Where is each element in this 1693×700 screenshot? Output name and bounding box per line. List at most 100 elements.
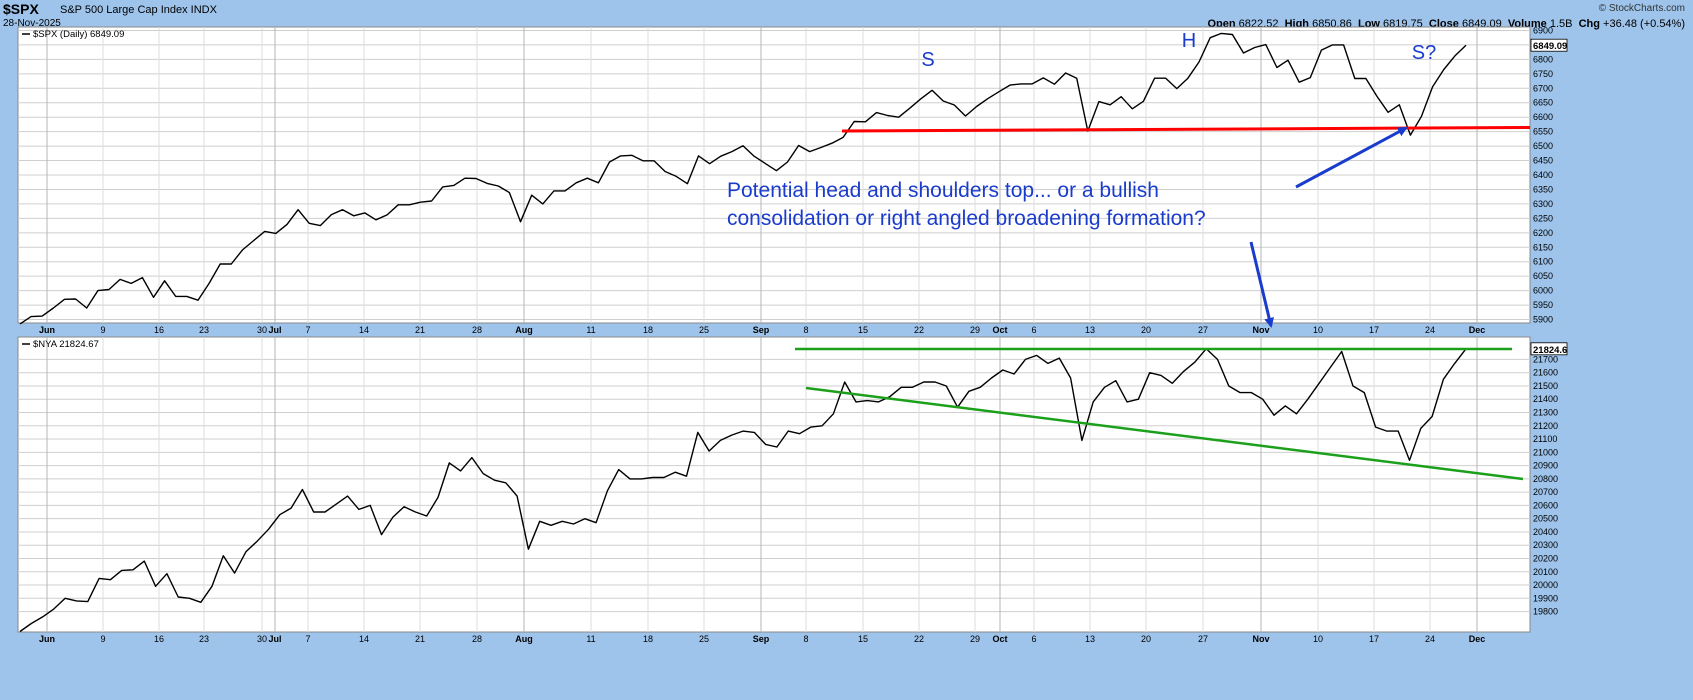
x-tick-label: 17 [1369,325,1379,335]
x-tick-label: 10 [1313,634,1323,644]
y-tick-label: 6000 [1533,286,1553,296]
x-tick-label: 30 [257,325,267,335]
left-shoulder-label: S [921,49,934,71]
y-tick-label: 6750 [1533,69,1553,79]
x-tick-label: 25 [699,634,709,644]
y-tick-label: 5900 [1533,315,1553,325]
y-tick-label: 21700 [1533,354,1558,364]
y-tick-label: 20600 [1533,500,1558,510]
chg-label: Chg [1578,18,1600,30]
x-tick-label: 15 [858,325,868,335]
y-tick-label: 21500 [1533,381,1558,391]
x-tick-label: Sep [753,634,770,644]
last-value-box [1530,342,1568,356]
x-tick-label: Oct [992,325,1007,335]
x-tick-label: 18 [643,325,653,335]
x-tick-label: Jul [268,634,281,644]
x-tick-label: 27 [1198,325,1208,335]
x-tick-label: 7 [305,634,310,644]
x-tick-label: 7 [305,325,310,335]
x-tick-label: Dec [1469,634,1486,644]
x-tick-label: 14 [359,634,369,644]
y-tick-label: 21200 [1533,421,1558,431]
x-tick-label: Aug [515,634,533,644]
x-tick-label: 13 [1085,325,1095,335]
y-tick-label: 20000 [1533,580,1558,590]
y-tick-label: 6700 [1533,83,1553,93]
neckline-support-line [841,126,1531,133]
y-tick-label: 21300 [1533,408,1558,418]
x-tick-label: 17 [1369,634,1379,644]
x-tick-label: 16 [154,634,164,644]
x-tick-label: 14 [359,325,369,335]
arrow-to-support [1295,126,1408,189]
ticker-symbol: $SPX [3,1,39,17]
y-tick-label: 20200 [1533,553,1558,563]
x-tick-label: 22 [914,634,924,644]
chart-date: 28-Nov-2025 [3,18,61,29]
y-tick-label: 6350 [1533,184,1553,194]
x-tick-label: 6 [1031,634,1036,644]
y-tick-label: 20900 [1533,461,1558,471]
y-tick-label: 6200 [1533,228,1553,238]
price-series-line [19,32,1467,325]
y-tick-label: 19900 [1533,593,1558,603]
x-tick-label: Nov [1252,325,1269,335]
x-tick-label: Jun [39,634,55,644]
x-tick-label: 21 [415,634,425,644]
head-label: H [1182,30,1196,52]
chg-value: +36.48 (+0.54%) [1603,18,1685,30]
last-value-label: 21824.6 [1533,345,1567,356]
volume-value: 1.5B [1549,18,1573,30]
x-tick-label: 16 [154,325,164,335]
y-tick-label: 21400 [1533,394,1558,404]
x-tick-label: 20 [1141,634,1151,644]
x-tick-label: 8 [803,325,808,335]
x-tick-label: 28 [472,634,482,644]
x-tick-label: 11 [586,634,595,644]
y-tick-label: 6600 [1533,112,1553,122]
y-tick-label: 6400 [1533,170,1553,180]
y-tick-label: 19800 [1533,607,1558,617]
y-tick-label: 5950 [1533,300,1553,310]
x-tick-label: 22 [914,325,924,335]
chart-panel-0: 5900 5950 6000 6050 6100 6150 6200 6250 6300 6350… [17,25,1568,335]
last-value-label: 6849.09 [1533,41,1567,52]
x-tick-label: 9 [100,634,105,644]
x-tick-label: 21 [415,325,425,335]
y-tick-label: 20300 [1533,540,1558,550]
plot-area [17,336,1531,633]
index-name: S&P 500 Large Cap Index INDX [60,4,217,16]
x-tick-label: 23 [199,634,209,644]
y-tick-label: 6150 [1533,242,1553,252]
x-tick-label: 9 [100,325,105,335]
y-tick-label: 6300 [1533,199,1553,209]
x-tick-label: Aug [515,325,533,335]
y-tick-label: 20400 [1533,527,1558,537]
x-tick-label: 8 [803,634,808,644]
x-tick-label: Sep [753,325,770,335]
x-tick-label: 24 [1425,325,1435,335]
lower-broadening-line [805,386,1524,481]
x-tick-label: 29 [970,634,980,644]
y-tick-label: 6900 [1533,25,1553,35]
x-tick-label: Nov [1252,634,1269,644]
right-shoulder-label: S? [1412,42,1436,64]
y-tick-label: 21100 [1533,434,1557,444]
y-tick-label: 21600 [1533,368,1558,378]
y-tick-label: 6650 [1533,98,1553,108]
x-tick-label: 28 [472,325,482,335]
x-tick-label: 29 [970,325,980,335]
x-tick-label: Jun [39,325,55,335]
x-tick-label: 27 [1198,634,1208,644]
y-tick-label: 6550 [1533,127,1553,137]
y-tick-label: 6100 [1533,257,1553,267]
arrow-to-nov [1249,241,1275,328]
price-series-line [19,348,1467,633]
spx-annotations: S H S? Potential head and shoulders top... … [727,30,1531,328]
x-tick-label: Oct [992,634,1007,644]
legend-label: $SPX (Daily) 6849.09 [33,29,124,40]
legend-label: $NYA 21824.67 [33,339,99,350]
x-tick-label: Dec [1469,325,1486,335]
last-value-box [1530,38,1568,52]
